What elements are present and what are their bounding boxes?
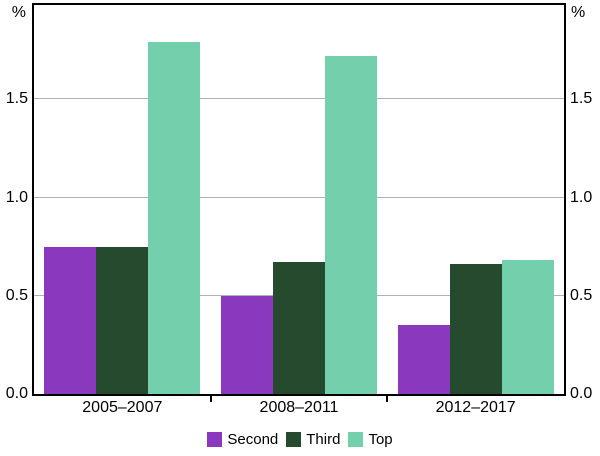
x-tick-mark-1 <box>209 396 212 402</box>
y-tick-left-0.0: 0.0 <box>5 385 28 402</box>
bar-second-1 <box>221 295 273 394</box>
plot-area <box>32 3 566 396</box>
bar-top-2 <box>501 260 554 394</box>
bar-third-0 <box>96 246 149 394</box>
legend-swatch-third <box>286 432 302 447</box>
y-tick-right-0.0: 0.0 <box>570 385 593 402</box>
legend-label-top: Top <box>368 431 393 448</box>
legend-item-third: Third <box>286 431 340 448</box>
y-tick-left-1.0: 1.0 <box>5 188 28 206</box>
gridline-1.5 <box>34 98 564 100</box>
gridline-1 <box>34 196 564 198</box>
x-label-2: 2012–2017 <box>435 399 516 416</box>
legend-item-top: Top <box>348 431 393 448</box>
legend-label-third: Third <box>306 431 341 448</box>
y-tick-right-1.5: 1.5 <box>570 90 593 108</box>
y-tick-right-0.5: 0.5 <box>570 286 593 304</box>
bar-third-2 <box>449 264 502 394</box>
legend-swatch-top <box>348 432 364 447</box>
bar-top-0 <box>148 42 201 394</box>
legend-label-second: Second <box>227 431 279 448</box>
y-axis-unit-left: % <box>11 4 26 21</box>
y-tick-right-1.0: 1.0 <box>570 188 593 206</box>
bar-top-1 <box>325 56 377 394</box>
bar-second-2 <box>397 325 450 394</box>
y-tick-left-0.5: 0.5 <box>5 286 28 304</box>
x-label-0: 2005–2007 <box>82 399 163 416</box>
x-tick-mark-2 <box>386 396 389 402</box>
y-axis-unit-right: % <box>571 4 586 21</box>
plot-inner <box>34 5 564 394</box>
bar-second-0 <box>44 246 97 394</box>
bar-third-1 <box>273 262 325 394</box>
y-tick-left-1.5: 1.5 <box>5 90 28 108</box>
legend-swatch-second <box>207 432 223 447</box>
x-label-1: 2008–2011 <box>259 399 339 416</box>
legend: Second Third Top <box>0 431 600 448</box>
legend-item-second: Second <box>207 431 278 448</box>
